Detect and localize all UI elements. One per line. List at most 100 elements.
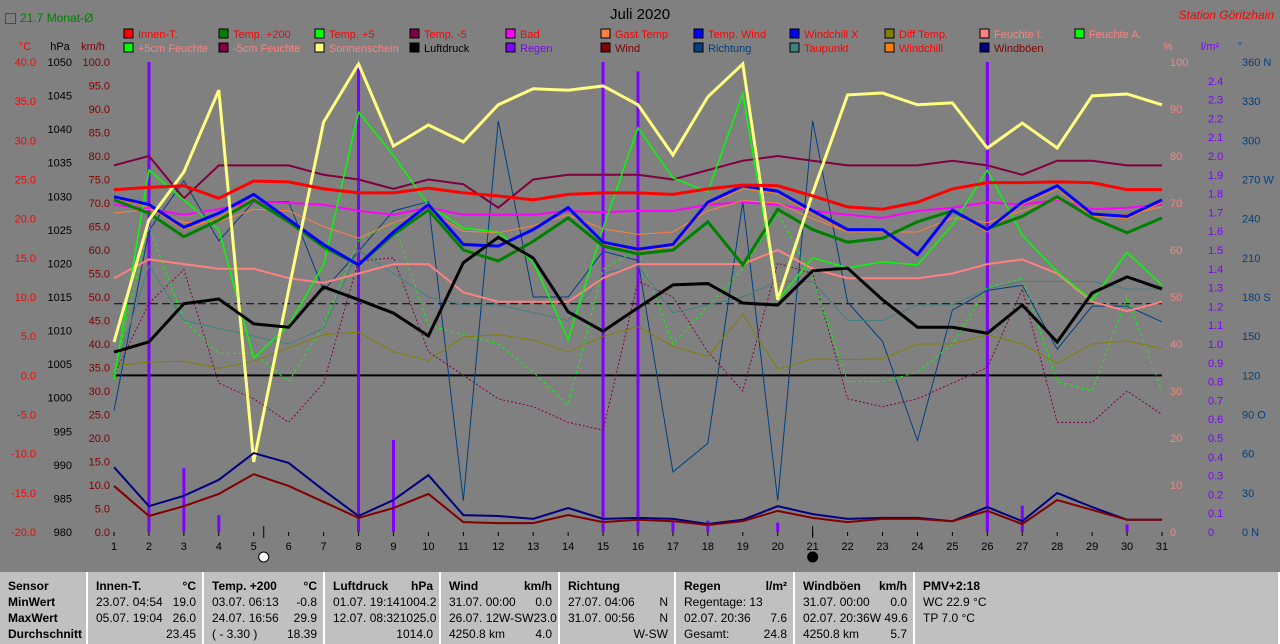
stats-cell: 1004.2 <box>399 595 437 609</box>
legend-label: Windböen <box>994 43 1044 55</box>
legend-label: +5cm Feuchte <box>138 43 208 55</box>
tick-kmh: 0.0 <box>95 527 110 539</box>
legend-label: Regen <box>520 43 552 55</box>
legend-swatch <box>693 42 704 53</box>
tick-hpa: 990 <box>54 460 72 472</box>
x-tick-label: 19 <box>737 541 749 553</box>
legend-label: Feuchte A. <box>1089 29 1142 41</box>
tick-lm2: 0.5 <box>1208 433 1223 445</box>
rain-bar <box>391 439 395 532</box>
rain-bar <box>985 62 989 532</box>
tick-kmh: 50.0 <box>89 292 110 304</box>
stats-row: 02.07. 20:36 7.6 <box>684 610 787 626</box>
stats-cell: 05.07. 19:04 <box>96 611 163 625</box>
stats-cell: W 49.6 <box>869 611 908 625</box>
legend-swatch <box>505 42 516 53</box>
statistics-table: Sensor MinWert MaxWert Durchschnitt Innen-T.… <box>0 572 1280 644</box>
stats-cell: MaxWert <box>8 611 58 625</box>
stats-cell: Innen-T. <box>96 579 142 593</box>
tick-c: 40.0 <box>15 57 36 69</box>
tick-c: -20.0 <box>11 527 36 539</box>
new-moon-icon <box>807 551 819 563</box>
tick-c: 15.0 <box>15 253 36 265</box>
tick-lm2: 1.8 <box>1208 189 1223 201</box>
tick-hpa: 1010 <box>48 326 72 338</box>
stats-column: Luftdruck hPa 01.07. 19:14 1004.2 12.07. 08:… <box>325 572 441 644</box>
x-tick-label: 15 <box>597 541 609 553</box>
stats-cell: 03.07. 06:13 <box>212 595 279 609</box>
stats-cell: N <box>659 595 668 609</box>
stats-cell: Luftdruck <box>333 579 389 593</box>
rain-bar <box>1125 524 1129 532</box>
legend-swatch <box>884 42 895 53</box>
stats-cell: l/m² <box>765 579 787 593</box>
tick-hpa: 1035 <box>48 158 72 170</box>
stats-row: 4250.8 km 4.0 <box>449 626 552 642</box>
checkbox[interactable] <box>5 12 16 24</box>
tick-kmh: 20.0 <box>89 433 110 445</box>
stats-row: 27.07. 04:06 N <box>568 594 668 610</box>
stats-cell: 29.9 <box>293 611 317 625</box>
stats-column: Wind km/h 31.07. 00:00 0.0 26.07. 12W-SW 23.0… <box>441 572 560 644</box>
legend-swatch <box>409 28 420 39</box>
stats-cell: 24.07. 16:56 <box>212 611 279 625</box>
x-tick-label: 9 <box>390 541 396 553</box>
tick-hpa: 1015 <box>48 292 72 304</box>
x-tick-label: 31 <box>1156 541 1168 553</box>
legend-label: Windchill <box>899 43 943 55</box>
rain-bar <box>776 522 780 532</box>
tick-hpa: 1045 <box>48 91 72 103</box>
stats-cell: 0.0 <box>890 595 907 609</box>
tick-pct: 100 <box>1170 57 1188 69</box>
stats-cell: Windböen <box>803 579 861 593</box>
x-tick-label: 28 <box>1051 541 1063 553</box>
x-tick-label: 2 <box>146 541 152 553</box>
x-tick-label: 5 <box>251 541 257 553</box>
stats-row: 01.07. 19:14 1004.2 <box>333 594 436 610</box>
series-innen-t- <box>113 179 1162 211</box>
tick-deg: 180 S <box>1242 292 1271 304</box>
x-tick-label: 16 <box>632 541 644 553</box>
tick-deg: 0 N <box>1242 527 1259 539</box>
tick-kmh: 90.0 <box>89 104 110 116</box>
stats-cell: 5.7 <box>890 627 907 641</box>
stats-header: Richtung <box>568 578 668 594</box>
stats-column: Regen l/m² Regentage: 13 02.07. 20:36 7.6 Ges… <box>676 572 795 644</box>
tick-deg: 360 N <box>1242 57 1271 69</box>
stats-cell: 18.39 <box>286 627 317 641</box>
stats-header: Temp. +200 °C <box>212 578 317 594</box>
tick-hpa: 980 <box>54 527 72 539</box>
stats-cell: 1014.0 <box>396 627 433 641</box>
x-tick-label: 14 <box>562 541 574 553</box>
tick-lm2: 0.7 <box>1208 395 1223 407</box>
legend-label: Bad <box>520 29 540 41</box>
tick-deg: 240 <box>1242 214 1260 226</box>
legend-swatch <box>123 28 134 39</box>
tick-hpa: 995 <box>54 426 72 438</box>
stats-cell: -0.8 <box>296 595 317 609</box>
tick-kmh: 55.0 <box>89 269 110 281</box>
rain-bar <box>147 62 151 532</box>
legend-label: Temp. -5 <box>424 29 467 41</box>
stats-column: Richtung 27.07. 04:06 N 31.07. 00:56 N W-SW <box>560 572 676 644</box>
series-windchill-x <box>113 184 1163 267</box>
stats-cell: km/h <box>878 579 907 593</box>
tick-pct: 80 <box>1170 151 1182 163</box>
x-tick-label: 3 <box>181 541 187 553</box>
stats-cell: 19.0 <box>172 595 196 609</box>
monthly-average-toggle[interactable]: 21.7 Monat-Ø <box>5 11 93 25</box>
tick-lm2: 0 <box>1208 527 1214 539</box>
stats-cell: 23.45 <box>165 627 196 641</box>
stats-header: Innen-T. °C <box>96 578 196 594</box>
stats-column: Innen-T. °C 23.07. 04:54 19.0 05.07. 19:04 26… <box>88 572 204 644</box>
tick-deg: 300 <box>1242 135 1260 147</box>
stats-row: W-SW <box>568 626 668 642</box>
stats-row: MaxWert <box>8 610 80 626</box>
tick-lm2: 0.3 <box>1208 471 1223 483</box>
tick-lm2: 0.8 <box>1208 377 1223 389</box>
tick-deg: 120 <box>1242 370 1260 382</box>
legend-swatch <box>979 42 990 53</box>
stats-cell: °C <box>182 579 196 593</box>
monthly-average-label: 21.7 Monat-Ø <box>20 11 94 25</box>
tick-kmh: 10.0 <box>89 480 110 492</box>
